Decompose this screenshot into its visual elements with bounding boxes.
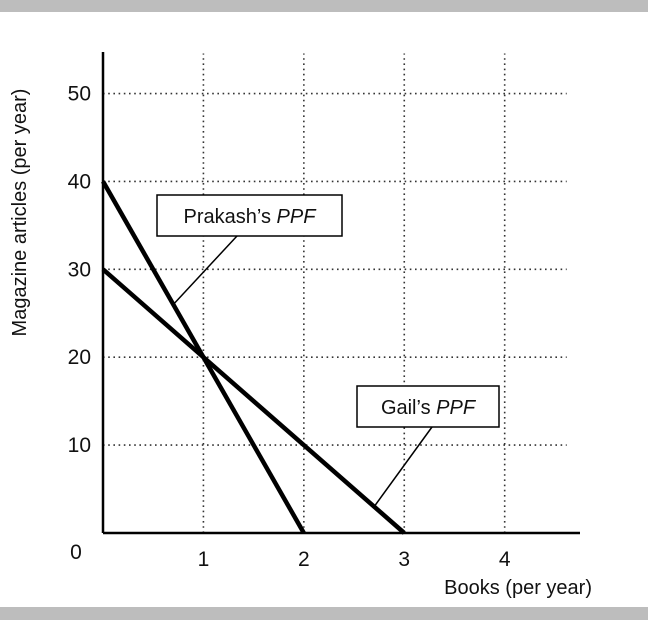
series-line-1: [101, 267, 406, 535]
axes: [101, 52, 580, 535]
series-lines: [101, 180, 406, 535]
y-tick-label-20: 20: [68, 346, 91, 369]
x-tick-label-4: 4: [499, 548, 511, 571]
y-tick-label-50: 50: [68, 83, 91, 106]
bottom-border-band: [0, 607, 648, 620]
origin-label: 0: [70, 541, 82, 564]
callout-label-name-1: Gail’s: [381, 397, 436, 419]
y-tick-label-10: 10: [68, 434, 91, 457]
x-tick-label-2: 2: [298, 548, 310, 571]
callout-label-name-0: Prakash’s: [184, 206, 277, 228]
callout-label-ppf-1: PPF: [436, 397, 477, 419]
y-axis-title: Magazine articles (per year): [9, 89, 31, 337]
callout-label-ppf-0: PPF: [277, 206, 318, 228]
callout-label-0: Prakash’s PPF: [184, 206, 318, 228]
grid: [103, 53, 567, 533]
x-axis-title: Books (per year): [444, 577, 592, 599]
top-border-band: [0, 0, 648, 12]
callout-box-0: [156, 194, 343, 237]
callout-leader-1: [373, 426, 433, 508]
y-tick-label-30: 30: [68, 258, 91, 281]
callout-box-1: [356, 385, 500, 428]
y-tick-label-40: 40: [68, 170, 91, 193]
tick-labels: 1 2 3 4 10 20 30 40 50 0: [68, 83, 511, 571]
callout-label-1: Gail’s PPF: [381, 397, 477, 419]
x-tick-label-3: 3: [398, 548, 410, 571]
x-tick-label-1: 1: [198, 548, 210, 571]
callout-leader-0: [172, 235, 238, 305]
